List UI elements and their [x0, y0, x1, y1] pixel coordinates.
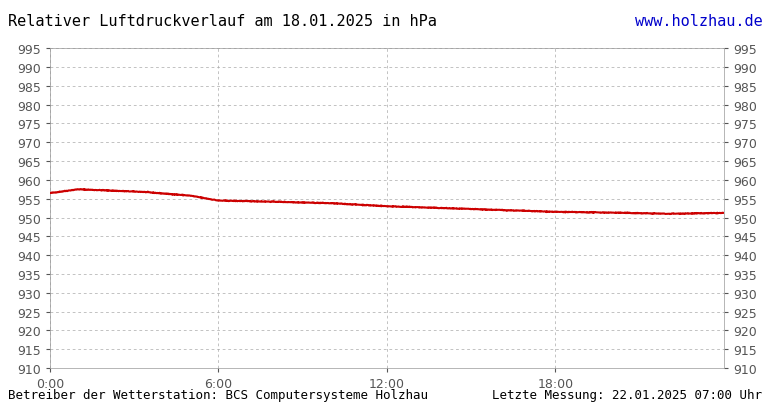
Text: Relativer Luftdruckverlauf am 18.01.2025 in hPa: Relativer Luftdruckverlauf am 18.01.2025…	[8, 14, 437, 29]
Text: Betreiber der Wetterstation: BCS Computersysteme Holzhau: Betreiber der Wetterstation: BCS Compute…	[8, 388, 427, 401]
Text: www.holzhau.de: www.holzhau.de	[634, 14, 762, 29]
Text: Letzte Messung: 22.01.2025 07:00 Uhr: Letzte Messung: 22.01.2025 07:00 Uhr	[492, 388, 762, 401]
